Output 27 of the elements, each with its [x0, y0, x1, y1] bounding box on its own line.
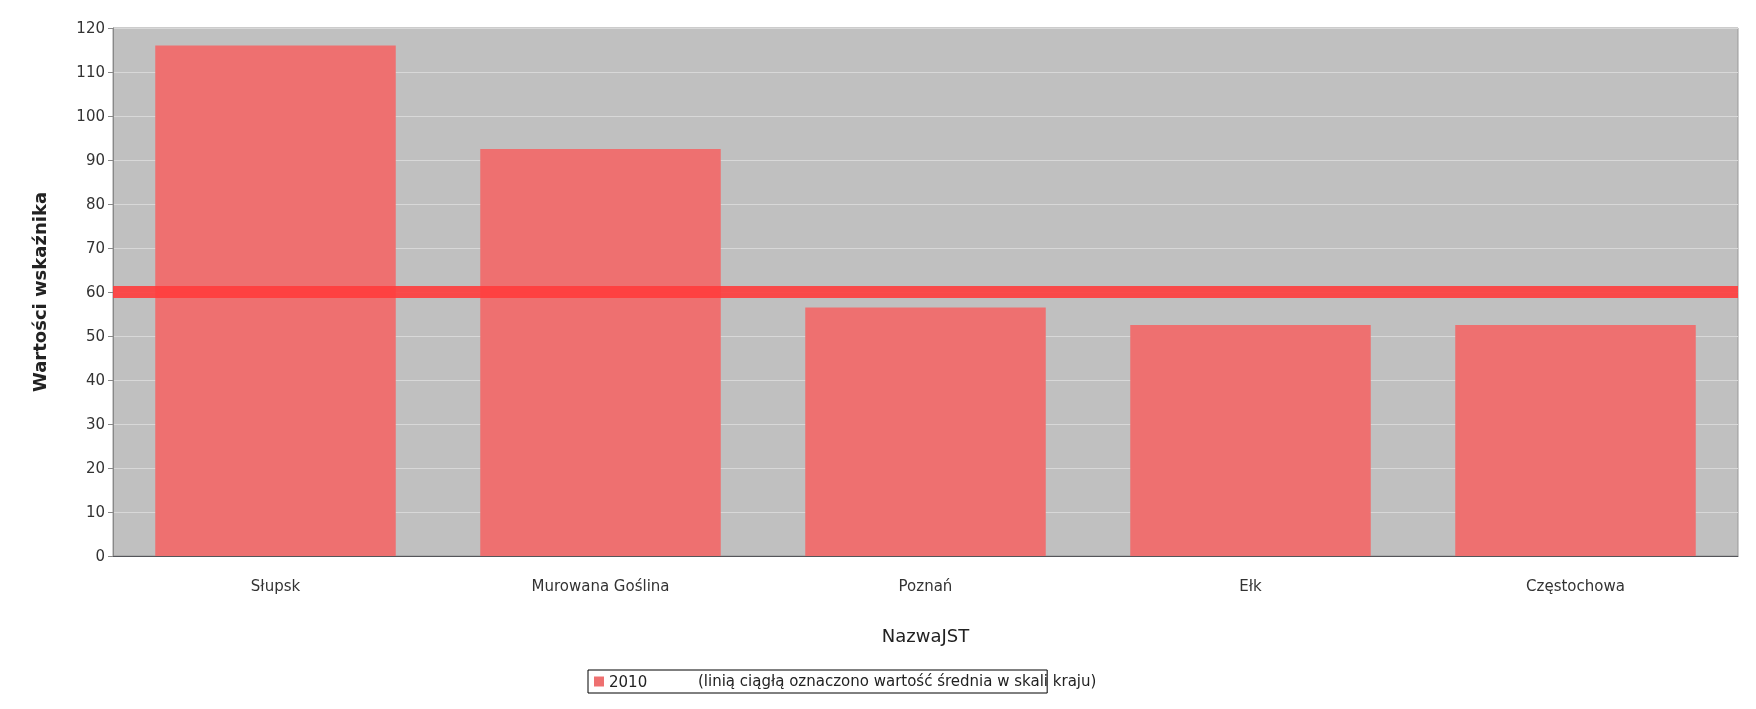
legend-label: 2010	[609, 672, 648, 691]
bar	[805, 307, 1046, 556]
bar	[155, 45, 396, 556]
bar	[1130, 325, 1371, 556]
y-tick-label: 100	[76, 107, 105, 125]
y-tick-label: 110	[76, 63, 105, 81]
text: (linią ciągłą oznaczono wartość średnia w skali kraju)	[698, 671, 1097, 690]
y-tick-label: 20	[85, 459, 105, 477]
bar	[480, 149, 721, 556]
x-tick-label: Częstochowa	[1526, 576, 1625, 595]
y-tick-label: 120	[76, 19, 105, 37]
y-tick-label: 90	[85, 151, 105, 169]
y-tick-label: 50	[85, 327, 105, 345]
y-tick-label: 30	[85, 415, 105, 433]
x-tick-label: Słupsk	[250, 576, 301, 595]
x-tick-label: Murowana Goślina	[531, 576, 670, 595]
y-tick-label: 10	[85, 503, 105, 521]
bar	[1455, 325, 1696, 556]
y-tick-label: 40	[85, 371, 105, 389]
y-axis-title: Wartości wskaźnika	[28, 191, 50, 393]
y-tick-label: 70	[85, 239, 105, 257]
x-tick-label: Poznań	[898, 576, 953, 595]
x-tick-label: Ełk	[1239, 576, 1263, 595]
y-tick-label: 0	[95, 547, 105, 565]
x-axis-title: NazwaJST	[881, 624, 971, 646]
y-tick-label: 60	[85, 283, 105, 301]
y-tick-label: 80	[85, 195, 105, 213]
